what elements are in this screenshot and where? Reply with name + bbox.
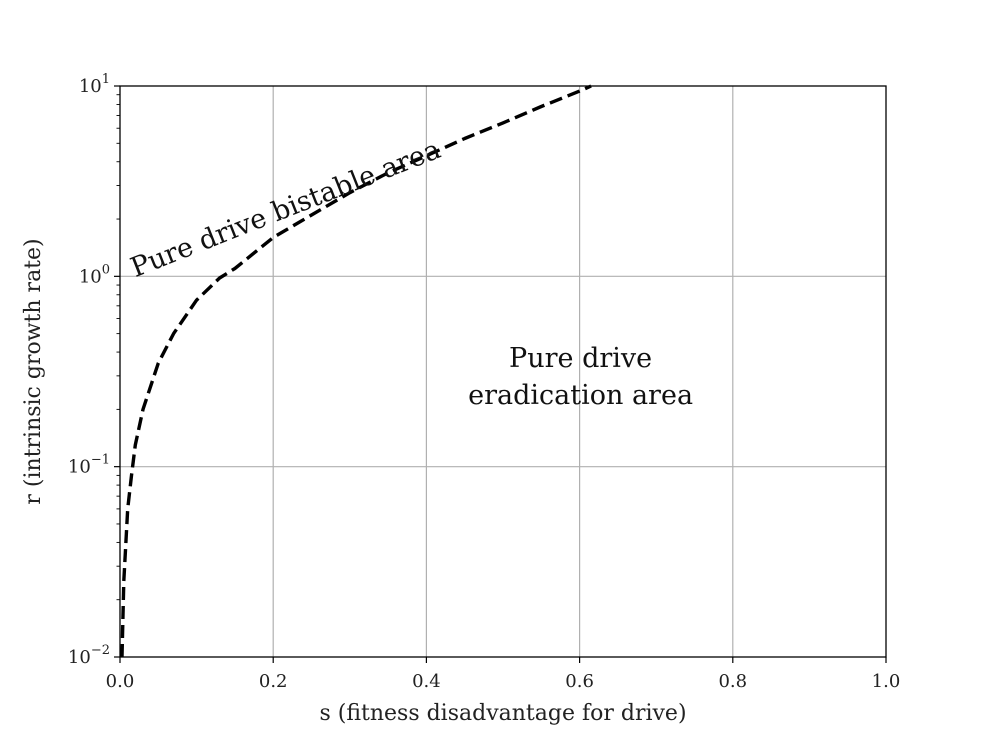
- x-tick-label: 0.2: [259, 671, 288, 692]
- x-tick-label: 0.0: [106, 671, 135, 692]
- y-axis-label: r (intrinsic growth rate): [21, 238, 46, 504]
- y-tick-label: 101: [79, 72, 110, 97]
- x-axis-label: s (fitness disadvantage for drive): [319, 701, 686, 726]
- y-tick-label: 100: [79, 262, 110, 287]
- x-tick-label: 1.0: [872, 671, 901, 692]
- y-tick-label: 10−2: [68, 643, 110, 668]
- x-tick-label: 0.4: [412, 671, 441, 692]
- y-tick-label: 10−1: [68, 453, 110, 478]
- x-tick-label: 0.8: [718, 671, 747, 692]
- series-line-0: [120, 84, 592, 658]
- annotation-eradication-line1: Pure drive: [509, 343, 652, 374]
- annotation-bistable-area: Pure drive bistable area: [127, 134, 445, 284]
- annotation-eradication-line2: eradication area: [468, 380, 693, 411]
- ticks: [114, 85, 887, 663]
- x-tick-label: 0.6: [565, 671, 594, 692]
- series-layer: [120, 84, 592, 658]
- grid-lines: [120, 86, 886, 657]
- tick-labels: 0.0 0.2 0.4 0.6 0.8 1.0 10−2 10−1 100 101: [68, 72, 900, 692]
- axes-frame: [119, 85, 887, 658]
